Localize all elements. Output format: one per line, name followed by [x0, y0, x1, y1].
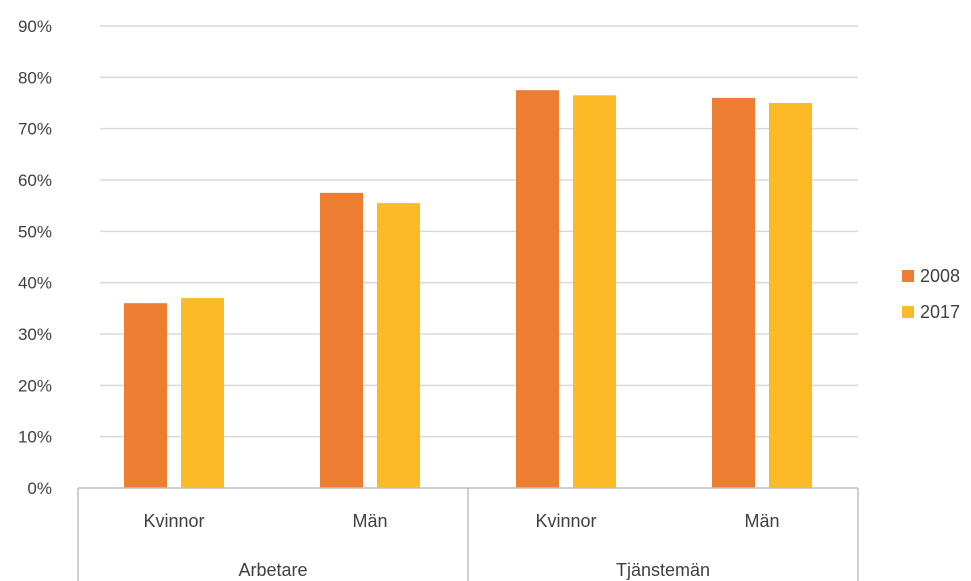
- legend-label-2017: 2017: [920, 301, 961, 322]
- x-category-label: Kvinnor: [535, 511, 596, 531]
- bar-2017-3: [769, 103, 812, 488]
- bars: [124, 90, 812, 489]
- y-tick-label: 0%: [27, 479, 52, 498]
- legend-item-2008: 2008: [902, 265, 960, 287]
- bar-2008-1: [320, 192, 363, 489]
- bar-2008-3: [712, 97, 755, 488]
- legend: 2008 2017: [902, 265, 960, 337]
- bar-2008-0: [124, 303, 167, 488]
- y-tick-label: 40%: [18, 274, 52, 293]
- y-tick-label: 80%: [18, 68, 52, 87]
- y-tick-label: 70%: [18, 120, 52, 139]
- legend-swatch-2017: [902, 306, 914, 318]
- bar-2017-2: [573, 95, 616, 489]
- gridlines: [100, 25, 858, 438]
- x-category-label: Kvinnor: [143, 511, 204, 531]
- legend-item-2017: 2017: [902, 301, 960, 323]
- bar-2017-0: [181, 298, 224, 488]
- bar-2017-1: [377, 203, 420, 488]
- y-tick-label: 20%: [18, 376, 52, 395]
- bar-2008-2: [516, 90, 559, 489]
- y-tick-label: 60%: [18, 171, 52, 190]
- x-group-label: Tjänstemän: [616, 560, 710, 580]
- y-tick-label: 30%: [18, 325, 52, 344]
- y-tick-label: 90%: [18, 17, 52, 36]
- x-category-label: Män: [352, 511, 387, 531]
- legend-swatch-2008: [902, 270, 914, 282]
- x-axis: Kvinnor Män Kvinnor Män Arbetare Tjänstemän: [77, 487, 859, 581]
- x-group-label: Arbetare: [238, 560, 307, 580]
- y-axis-labels: 0% 10% 20% 30% 40% 50% 60% 70% 80% 90%: [18, 17, 52, 498]
- y-tick-label: 10%: [18, 428, 52, 447]
- legend-label-2008: 2008: [920, 265, 961, 286]
- x-category-label: Män: [744, 511, 779, 531]
- y-tick-label: 50%: [18, 222, 52, 241]
